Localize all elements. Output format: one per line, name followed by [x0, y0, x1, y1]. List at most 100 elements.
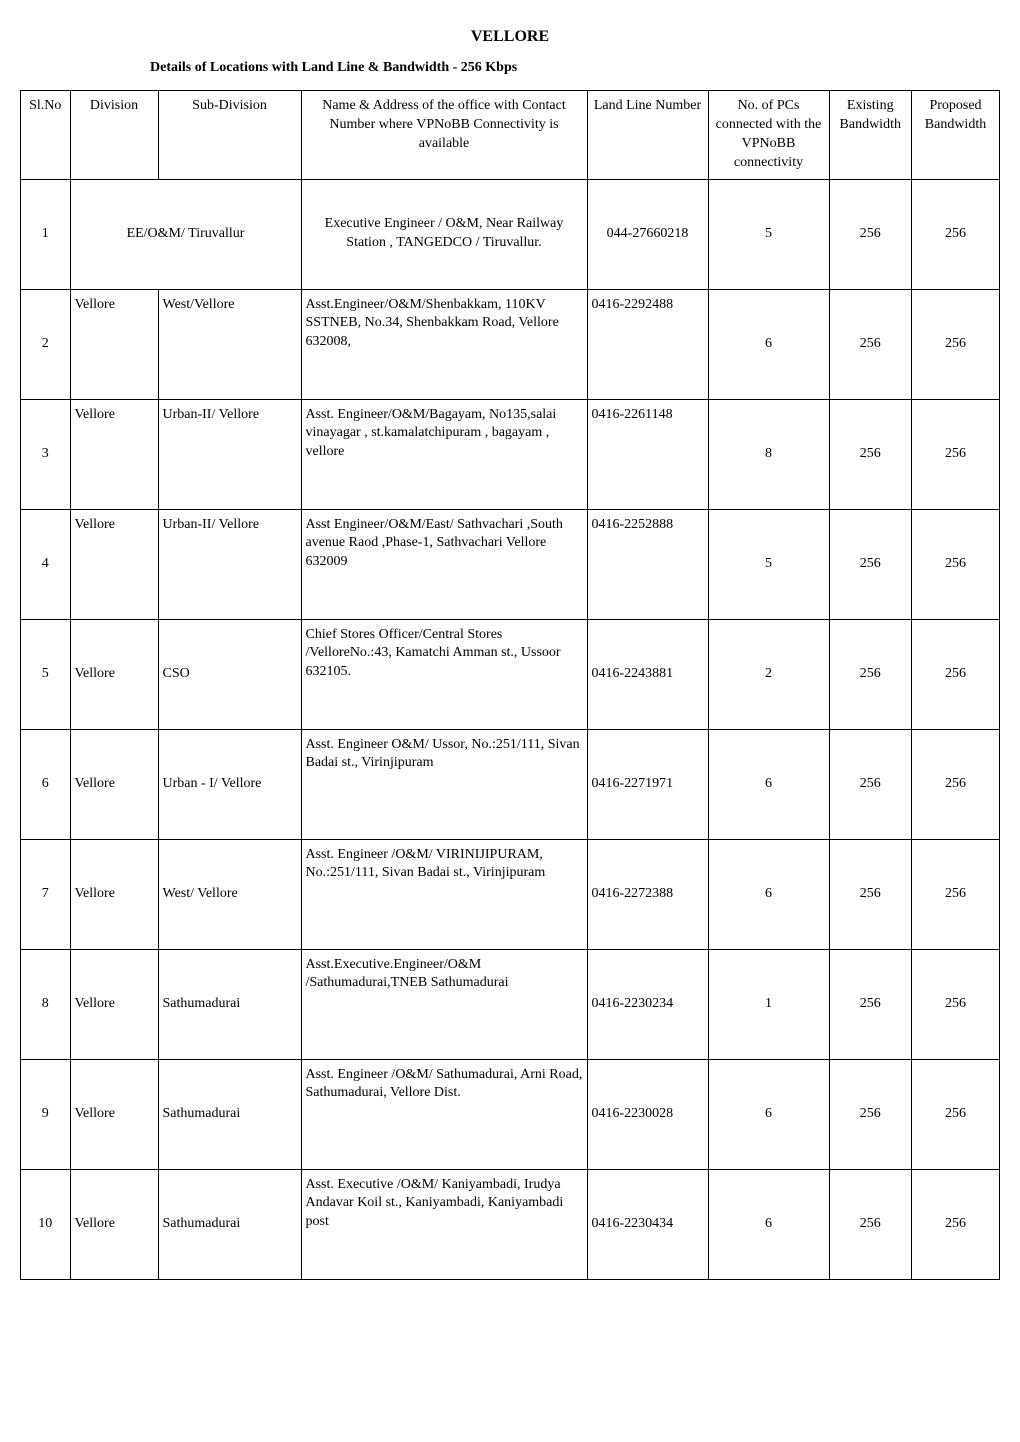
cell-address: Asst. Engineer /O&M/ VIRINIJIPURAM, No.:… [301, 839, 587, 949]
cell-address: Asst.Executive.Engineer/O&M /Sathumadura… [301, 949, 587, 1059]
cell-subdivision: West/ Vellore [158, 839, 301, 949]
cell-slno: 9 [21, 1059, 71, 1169]
cell-division: Vellore [70, 509, 158, 619]
cell-proposed: 256 [912, 1059, 1000, 1169]
cell-address: Asst. Executive /O&M/ Kaniyambadi, Irudy… [301, 1169, 587, 1279]
cell-subdivision: CSO [158, 619, 301, 729]
cell-division: Vellore [70, 399, 158, 509]
cell-pcs: 8 [708, 399, 829, 509]
cell-existing: 256 [829, 1059, 912, 1169]
cell-subdivision: Urban - I/ Vellore [158, 729, 301, 839]
cell-division: Vellore [70, 729, 158, 839]
cell-slno: 5 [21, 619, 71, 729]
cell-subdivision: Sathumadurai [158, 1169, 301, 1279]
page-title: VELLORE [20, 28, 1000, 46]
col-landline: Land Line Number [587, 91, 708, 180]
cell-slno: 1 [21, 179, 71, 289]
cell-address: Asst.Engineer/O&M/Shenbakkam, 110KV SSTN… [301, 289, 587, 399]
cell-slno: 10 [21, 1169, 71, 1279]
cell-proposed: 256 [912, 729, 1000, 839]
col-proposed: Proposed Bandwidth [912, 91, 1000, 180]
cell-slno: 8 [21, 949, 71, 1059]
cell-proposed: 256 [912, 619, 1000, 729]
cell-subdivision: Sathumadurai [158, 949, 301, 1059]
cell-landline: 0416-2243881 [587, 619, 708, 729]
cell-proposed: 256 [912, 289, 1000, 399]
subtitle: Details of Locations with Land Line & Ba… [150, 60, 1000, 76]
cell-existing: 256 [829, 179, 912, 289]
cell-existing: 256 [829, 729, 912, 839]
cell-address: Chief Stores Officer/Central Stores /Vel… [301, 619, 587, 729]
cell-proposed: 256 [912, 399, 1000, 509]
cell-existing: 256 [829, 509, 912, 619]
cell-division: Vellore [70, 619, 158, 729]
cell-address: Asst. Engineer /O&M/ Sathumadurai, Arni … [301, 1059, 587, 1169]
cell-existing: 256 [829, 289, 912, 399]
cell-proposed: 256 [912, 949, 1000, 1059]
cell-landline: 0416-2252888 [587, 509, 708, 619]
cell-landline: 0416-2271971 [587, 729, 708, 839]
cell-division-merged: EE/O&M/ Tiruvallur [70, 179, 301, 289]
cell-landline: 0416-2230028 [587, 1059, 708, 1169]
table-row: 10 Vellore Sathumadurai Asst. Executive … [21, 1169, 1000, 1279]
cell-proposed: 256 [912, 839, 1000, 949]
cell-landline: 0416-2292488 [587, 289, 708, 399]
cell-existing: 256 [829, 399, 912, 509]
table-row: 9 Vellore Sathumadurai Asst. Engineer /O… [21, 1059, 1000, 1169]
table-row: 6 Vellore Urban - I/ Vellore Asst. Engin… [21, 729, 1000, 839]
cell-slno: 6 [21, 729, 71, 839]
cell-address: Asst. Engineer/O&M/Bagayam, No135,salai … [301, 399, 587, 509]
cell-proposed: 256 [912, 509, 1000, 619]
cell-pcs: 5 [708, 179, 829, 289]
table-row: 4 Vellore Urban-II/ Vellore Asst Enginee… [21, 509, 1000, 619]
cell-subdivision: Urban-II/ Vellore [158, 399, 301, 509]
cell-slno: 7 [21, 839, 71, 949]
cell-subdivision: Sathumadurai [158, 1059, 301, 1169]
cell-division: Vellore [70, 1169, 158, 1279]
cell-pcs: 6 [708, 1169, 829, 1279]
cell-division: Vellore [70, 1059, 158, 1169]
cell-existing: 256 [829, 839, 912, 949]
col-division: Division [70, 91, 158, 180]
cell-landline: 044-27660218 [587, 179, 708, 289]
cell-proposed: 256 [912, 179, 1000, 289]
cell-existing: 256 [829, 619, 912, 729]
cell-landline: 0416-2230434 [587, 1169, 708, 1279]
cell-landline: 0416-2272388 [587, 839, 708, 949]
table-row: 3 Vellore Urban-II/ Vellore Asst. Engine… [21, 399, 1000, 509]
col-address: Name & Address of the office with Contac… [301, 91, 587, 180]
cell-pcs: 2 [708, 619, 829, 729]
cell-division: Vellore [70, 839, 158, 949]
table-row: 5 Vellore CSO Chief Stores Officer/Centr… [21, 619, 1000, 729]
locations-table: Sl.No Division Sub-Division Name & Addre… [20, 90, 1000, 1280]
cell-landline: 0416-2230234 [587, 949, 708, 1059]
cell-slno: 3 [21, 399, 71, 509]
cell-address: Executive Engineer / O&M, Near Railway S… [301, 179, 587, 289]
cell-subdivision: Urban-II/ Vellore [158, 509, 301, 619]
table-row: 7 Vellore West/ Vellore Asst. Engineer /… [21, 839, 1000, 949]
cell-existing: 256 [829, 949, 912, 1059]
table-body: 1 EE/O&M/ Tiruvallur Executive Engineer … [21, 179, 1000, 1279]
cell-slno: 2 [21, 289, 71, 399]
cell-proposed: 256 [912, 1169, 1000, 1279]
cell-pcs: 6 [708, 289, 829, 399]
cell-subdivision: West/Vellore [158, 289, 301, 399]
cell-landline: 0416-2261148 [587, 399, 708, 509]
table-row: 1 EE/O&M/ Tiruvallur Executive Engineer … [21, 179, 1000, 289]
cell-pcs: 6 [708, 1059, 829, 1169]
cell-pcs: 1 [708, 949, 829, 1059]
cell-pcs: 6 [708, 729, 829, 839]
cell-pcs: 6 [708, 839, 829, 949]
col-subdivision: Sub-Division [158, 91, 301, 180]
table-header-row: Sl.No Division Sub-Division Name & Addre… [21, 91, 1000, 180]
table-row: 8 Vellore Sathumadurai Asst.Executive.En… [21, 949, 1000, 1059]
table-row: 2 Vellore West/Vellore Asst.Engineer/O&M… [21, 289, 1000, 399]
col-existing: Existing Bandwidth [829, 91, 912, 180]
cell-existing: 256 [829, 1169, 912, 1279]
col-pcs: No. of PCs connected with the VPNoBB con… [708, 91, 829, 180]
cell-slno: 4 [21, 509, 71, 619]
cell-address: Asst Engineer/O&M/East/ Sathvachari ,Sou… [301, 509, 587, 619]
cell-division: Vellore [70, 289, 158, 399]
cell-pcs: 5 [708, 509, 829, 619]
cell-division: Vellore [70, 949, 158, 1059]
